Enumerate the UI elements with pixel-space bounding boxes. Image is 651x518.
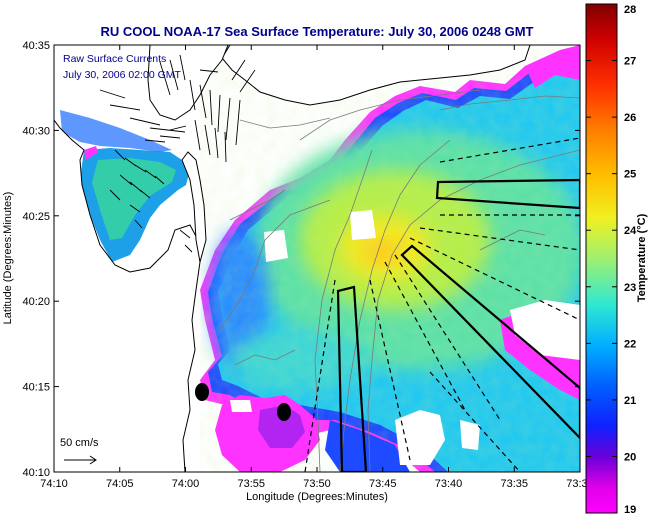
survey-corridor bbox=[336, 285, 368, 472]
bay-water-green bbox=[92, 158, 176, 240]
scale-vector-label: 50 cm/s bbox=[60, 437, 99, 449]
dashed-transect bbox=[384, 261, 466, 411]
dashed-transect bbox=[394, 254, 501, 421]
contour-line bbox=[479, 229, 546, 251]
south-cold-pocket-purple bbox=[258, 405, 305, 448]
contour-line bbox=[367, 149, 580, 472]
sst-field bbox=[60, 45, 580, 472]
colorbar-tick-label: 26 bbox=[624, 112, 636, 124]
current-vector bbox=[159, 54, 256, 96]
x-tick-label: 74:00 bbox=[172, 478, 200, 490]
x-tick-label: 73:35 bbox=[500, 478, 528, 490]
contour-line bbox=[239, 117, 331, 129]
y-tick-label: 40:25 bbox=[22, 211, 50, 223]
colorbar-tick-label: 24 bbox=[624, 225, 637, 237]
contour-line bbox=[234, 349, 296, 366]
colorbar-tick-label: 27 bbox=[624, 56, 636, 68]
land-long-island bbox=[221, 45, 531, 106]
colorbar bbox=[585, 3, 618, 514]
bay-edge bbox=[84, 146, 98, 160]
current-vector bbox=[109, 174, 151, 201]
contour-line bbox=[299, 89, 481, 141]
survey-corridor bbox=[435, 178, 580, 210]
cloud-hole-5 bbox=[460, 420, 480, 450]
contour-line bbox=[439, 95, 580, 111]
current-vector bbox=[144, 125, 187, 143]
dashed-transect bbox=[439, 137, 580, 163]
y-tick-label: 40:30 bbox=[22, 125, 50, 137]
chart-title: RU COOL NOAA-17 Sea Surface Temperature:… bbox=[100, 24, 533, 39]
land-sandy-hook bbox=[181, 151, 207, 263]
y-tick-label: 40:10 bbox=[22, 467, 50, 479]
dashed-transect bbox=[429, 371, 521, 472]
station-marker bbox=[277, 403, 291, 421]
x-tick-label: 74:05 bbox=[106, 478, 134, 490]
current-vector bbox=[129, 204, 193, 253]
dashed-transect bbox=[369, 279, 411, 461]
contour-line bbox=[314, 149, 373, 472]
cloud-hole-1 bbox=[264, 230, 288, 262]
contour-line bbox=[219, 199, 331, 331]
survey-lines bbox=[304, 137, 580, 472]
ne-cold-patch bbox=[525, 45, 580, 88]
colorbar-label: Temperature (°C) bbox=[636, 213, 648, 302]
colorbar-tick-label: 25 bbox=[624, 169, 636, 181]
annotation-line-1: Raw Surface Currents bbox=[63, 53, 166, 65]
current-vector bbox=[194, 119, 227, 163]
contour-line bbox=[229, 189, 286, 221]
colorbar-tick-label: 23 bbox=[624, 282, 636, 294]
x-axis: 74:10 74:05 74:00 73:55 73:50 73:45 73:40 73:35… bbox=[40, 45, 594, 490]
bathymetry-contours bbox=[219, 89, 580, 472]
colorbar-tick-label: 28 bbox=[624, 4, 636, 16]
land-staten bbox=[147, 45, 229, 121]
plot-area: Raw Surface Currents July 30, 2006 02:00… bbox=[54, 45, 580, 472]
land bbox=[54, 45, 531, 472]
x-axis-label: Longitude (Degrees:Minutes) bbox=[246, 491, 388, 503]
y-tick-label: 40:35 bbox=[22, 40, 50, 52]
x-tick-label: 73:40 bbox=[435, 478, 463, 490]
colorbar-tick-label: 21 bbox=[624, 395, 636, 407]
current-vectors bbox=[99, 54, 256, 253]
y-tick-label: 40:15 bbox=[22, 382, 50, 394]
y-axis-label: Latitude (Degrees:Minutes) bbox=[2, 192, 14, 325]
land-new-jersey bbox=[54, 45, 201, 472]
x-tick-label: 74:10 bbox=[40, 478, 68, 490]
south-blue-patch bbox=[325, 420, 410, 472]
dashed-transect bbox=[409, 237, 580, 321]
current-vector bbox=[114, 149, 165, 185]
colorbar-ticks: 19 20 21 22 23 24 25 26 27 28 bbox=[586, 3, 637, 516]
cloud-hole-2 bbox=[350, 210, 376, 240]
colorbar-tick-label: 22 bbox=[624, 338, 636, 350]
x-tick-label: 73:50 bbox=[303, 478, 331, 490]
harbor-water bbox=[60, 110, 172, 152]
station-marker bbox=[195, 383, 209, 401]
x-tick-label: 73:45 bbox=[369, 478, 397, 490]
colorbar-tick-label: 19 bbox=[624, 504, 636, 516]
y-tick-label: 40:20 bbox=[22, 296, 50, 308]
cloud-hole-6 bbox=[230, 400, 252, 412]
contour-line bbox=[339, 139, 451, 472]
annotation-line-2: July 30, 2006 02:00 GMT bbox=[63, 69, 181, 81]
current-vector bbox=[189, 79, 241, 146]
y-axis: 40:10 40:15 40:20 40:25 40:30 40:35 bbox=[22, 40, 580, 479]
survey-corridor bbox=[400, 244, 580, 440]
current-vector bbox=[99, 69, 219, 133]
scale-vector-arrow bbox=[64, 455, 97, 465]
colorbar-tick-label: 20 bbox=[624, 451, 636, 463]
x-tick-label: 73:55 bbox=[237, 478, 265, 490]
